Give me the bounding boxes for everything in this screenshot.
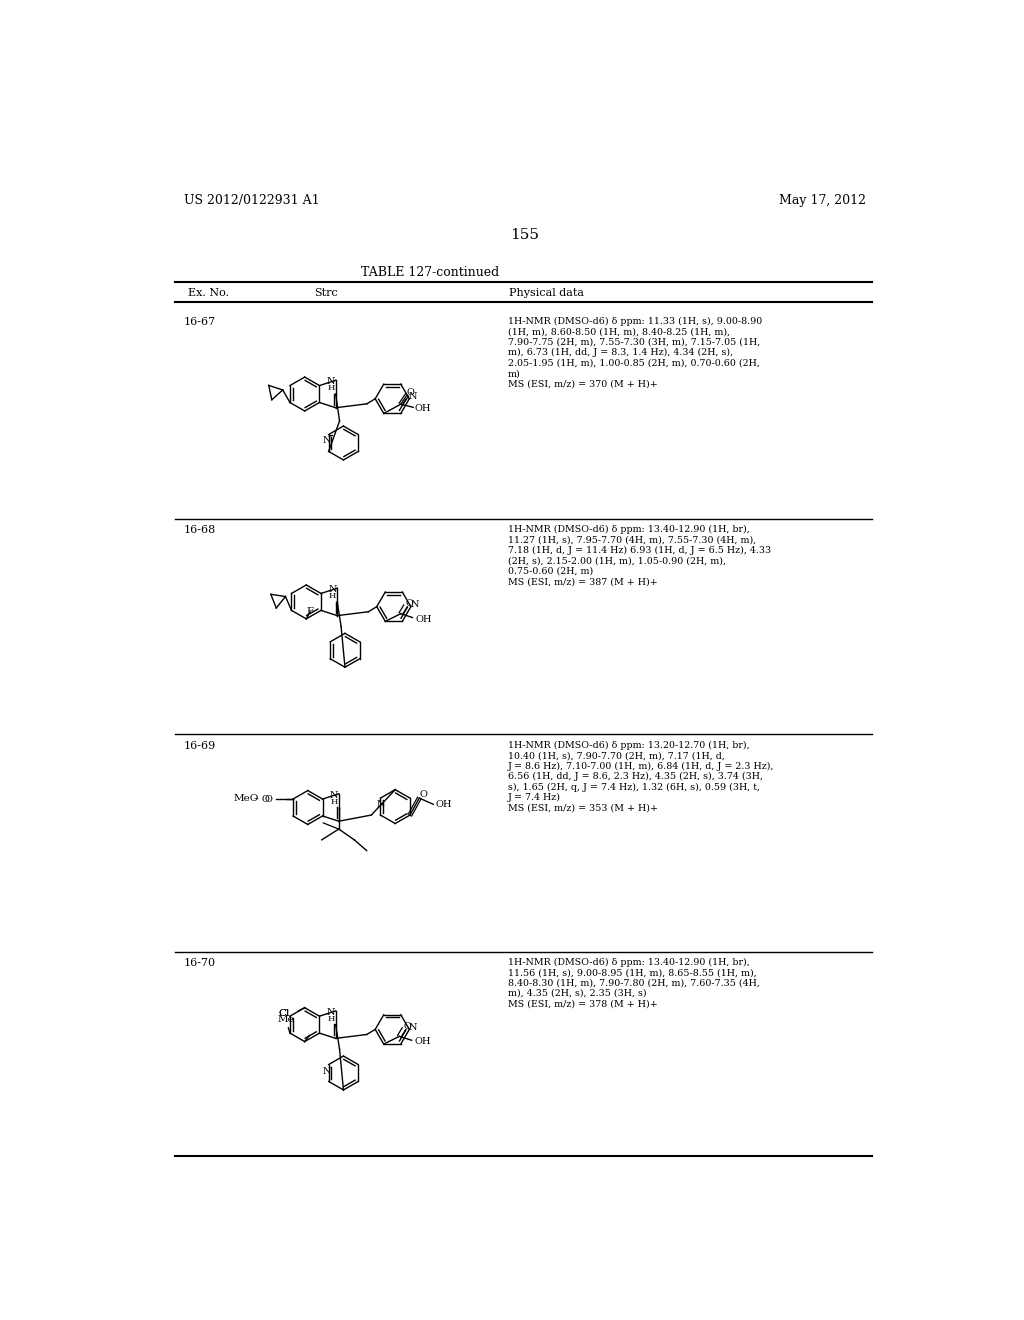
Text: OH: OH xyxy=(415,615,431,623)
Text: N: N xyxy=(327,1008,335,1016)
Text: O: O xyxy=(403,1022,412,1031)
Text: H: H xyxy=(328,384,335,392)
Text: Physical data: Physical data xyxy=(509,288,585,298)
Text: Cl: Cl xyxy=(279,1010,290,1018)
Text: N: N xyxy=(376,800,385,809)
Text: O: O xyxy=(419,789,427,799)
Text: MeO: MeO xyxy=(233,793,259,803)
Text: 16-70: 16-70 xyxy=(183,958,216,968)
Text: O: O xyxy=(407,388,415,397)
Text: 155: 155 xyxy=(510,228,540,243)
Text: Strc: Strc xyxy=(314,288,338,298)
Text: OH: OH xyxy=(415,404,431,413)
Text: 16-69: 16-69 xyxy=(183,741,216,751)
Text: 1H-NMR (DMSO-d6) δ ppm: 11.33 (1H, s), 9.00-8.90
(1H, m), 8.60-8.50 (1H, m), 8.4: 1H-NMR (DMSO-d6) δ ppm: 11.33 (1H, s), 9… xyxy=(508,317,762,388)
Text: Me: Me xyxy=(278,1015,295,1024)
Text: OH: OH xyxy=(436,800,453,809)
Text: Ex. No.: Ex. No. xyxy=(188,288,229,298)
Text: Cl: Cl xyxy=(279,1010,290,1018)
Text: H: H xyxy=(331,797,338,805)
Text: N: N xyxy=(323,436,332,445)
Text: F: F xyxy=(306,607,313,615)
Text: 1H-NMR (DMSO-d6) δ ppm: 13.20-12.70 (1H, br),
10.40 (1H, s), 7.90-7.70 (2H, m), : 1H-NMR (DMSO-d6) δ ppm: 13.20-12.70 (1H,… xyxy=(508,741,774,813)
Text: 16-67: 16-67 xyxy=(183,317,216,327)
Text: US 2012/0122931 A1: US 2012/0122931 A1 xyxy=(183,194,319,207)
Text: 1H-NMR (DMSO-d6) δ ppm: 13.40-12.90 (1H, br),
11.56 (1H, s), 9.00-8.95 (1H, m), : 1H-NMR (DMSO-d6) δ ppm: 13.40-12.90 (1H,… xyxy=(508,958,760,1008)
Text: N: N xyxy=(323,1067,332,1076)
Text: OH: OH xyxy=(415,1038,431,1047)
Text: N: N xyxy=(409,392,418,401)
Text: O: O xyxy=(264,795,272,804)
Text: N: N xyxy=(409,1023,418,1032)
Text: N: N xyxy=(411,599,419,609)
Text: O: O xyxy=(406,599,414,609)
Text: 1H-NMR (DMSO-d6) δ ppm: 13.40-12.90 (1H, br),
11.27 (1H, s), 7.95-7.70 (4H, m), : 1H-NMR (DMSO-d6) δ ppm: 13.40-12.90 (1H,… xyxy=(508,525,771,586)
Text: 16-68: 16-68 xyxy=(183,525,216,536)
Text: –: – xyxy=(253,795,258,804)
Text: TABLE 127-continued: TABLE 127-continued xyxy=(361,265,500,279)
Text: N: N xyxy=(329,585,337,594)
Text: May 17, 2012: May 17, 2012 xyxy=(779,194,866,207)
Text: N: N xyxy=(327,378,335,387)
Text: H: H xyxy=(328,1015,335,1023)
Text: H: H xyxy=(329,591,336,599)
Text: N: N xyxy=(330,791,338,800)
Text: O: O xyxy=(262,795,270,804)
